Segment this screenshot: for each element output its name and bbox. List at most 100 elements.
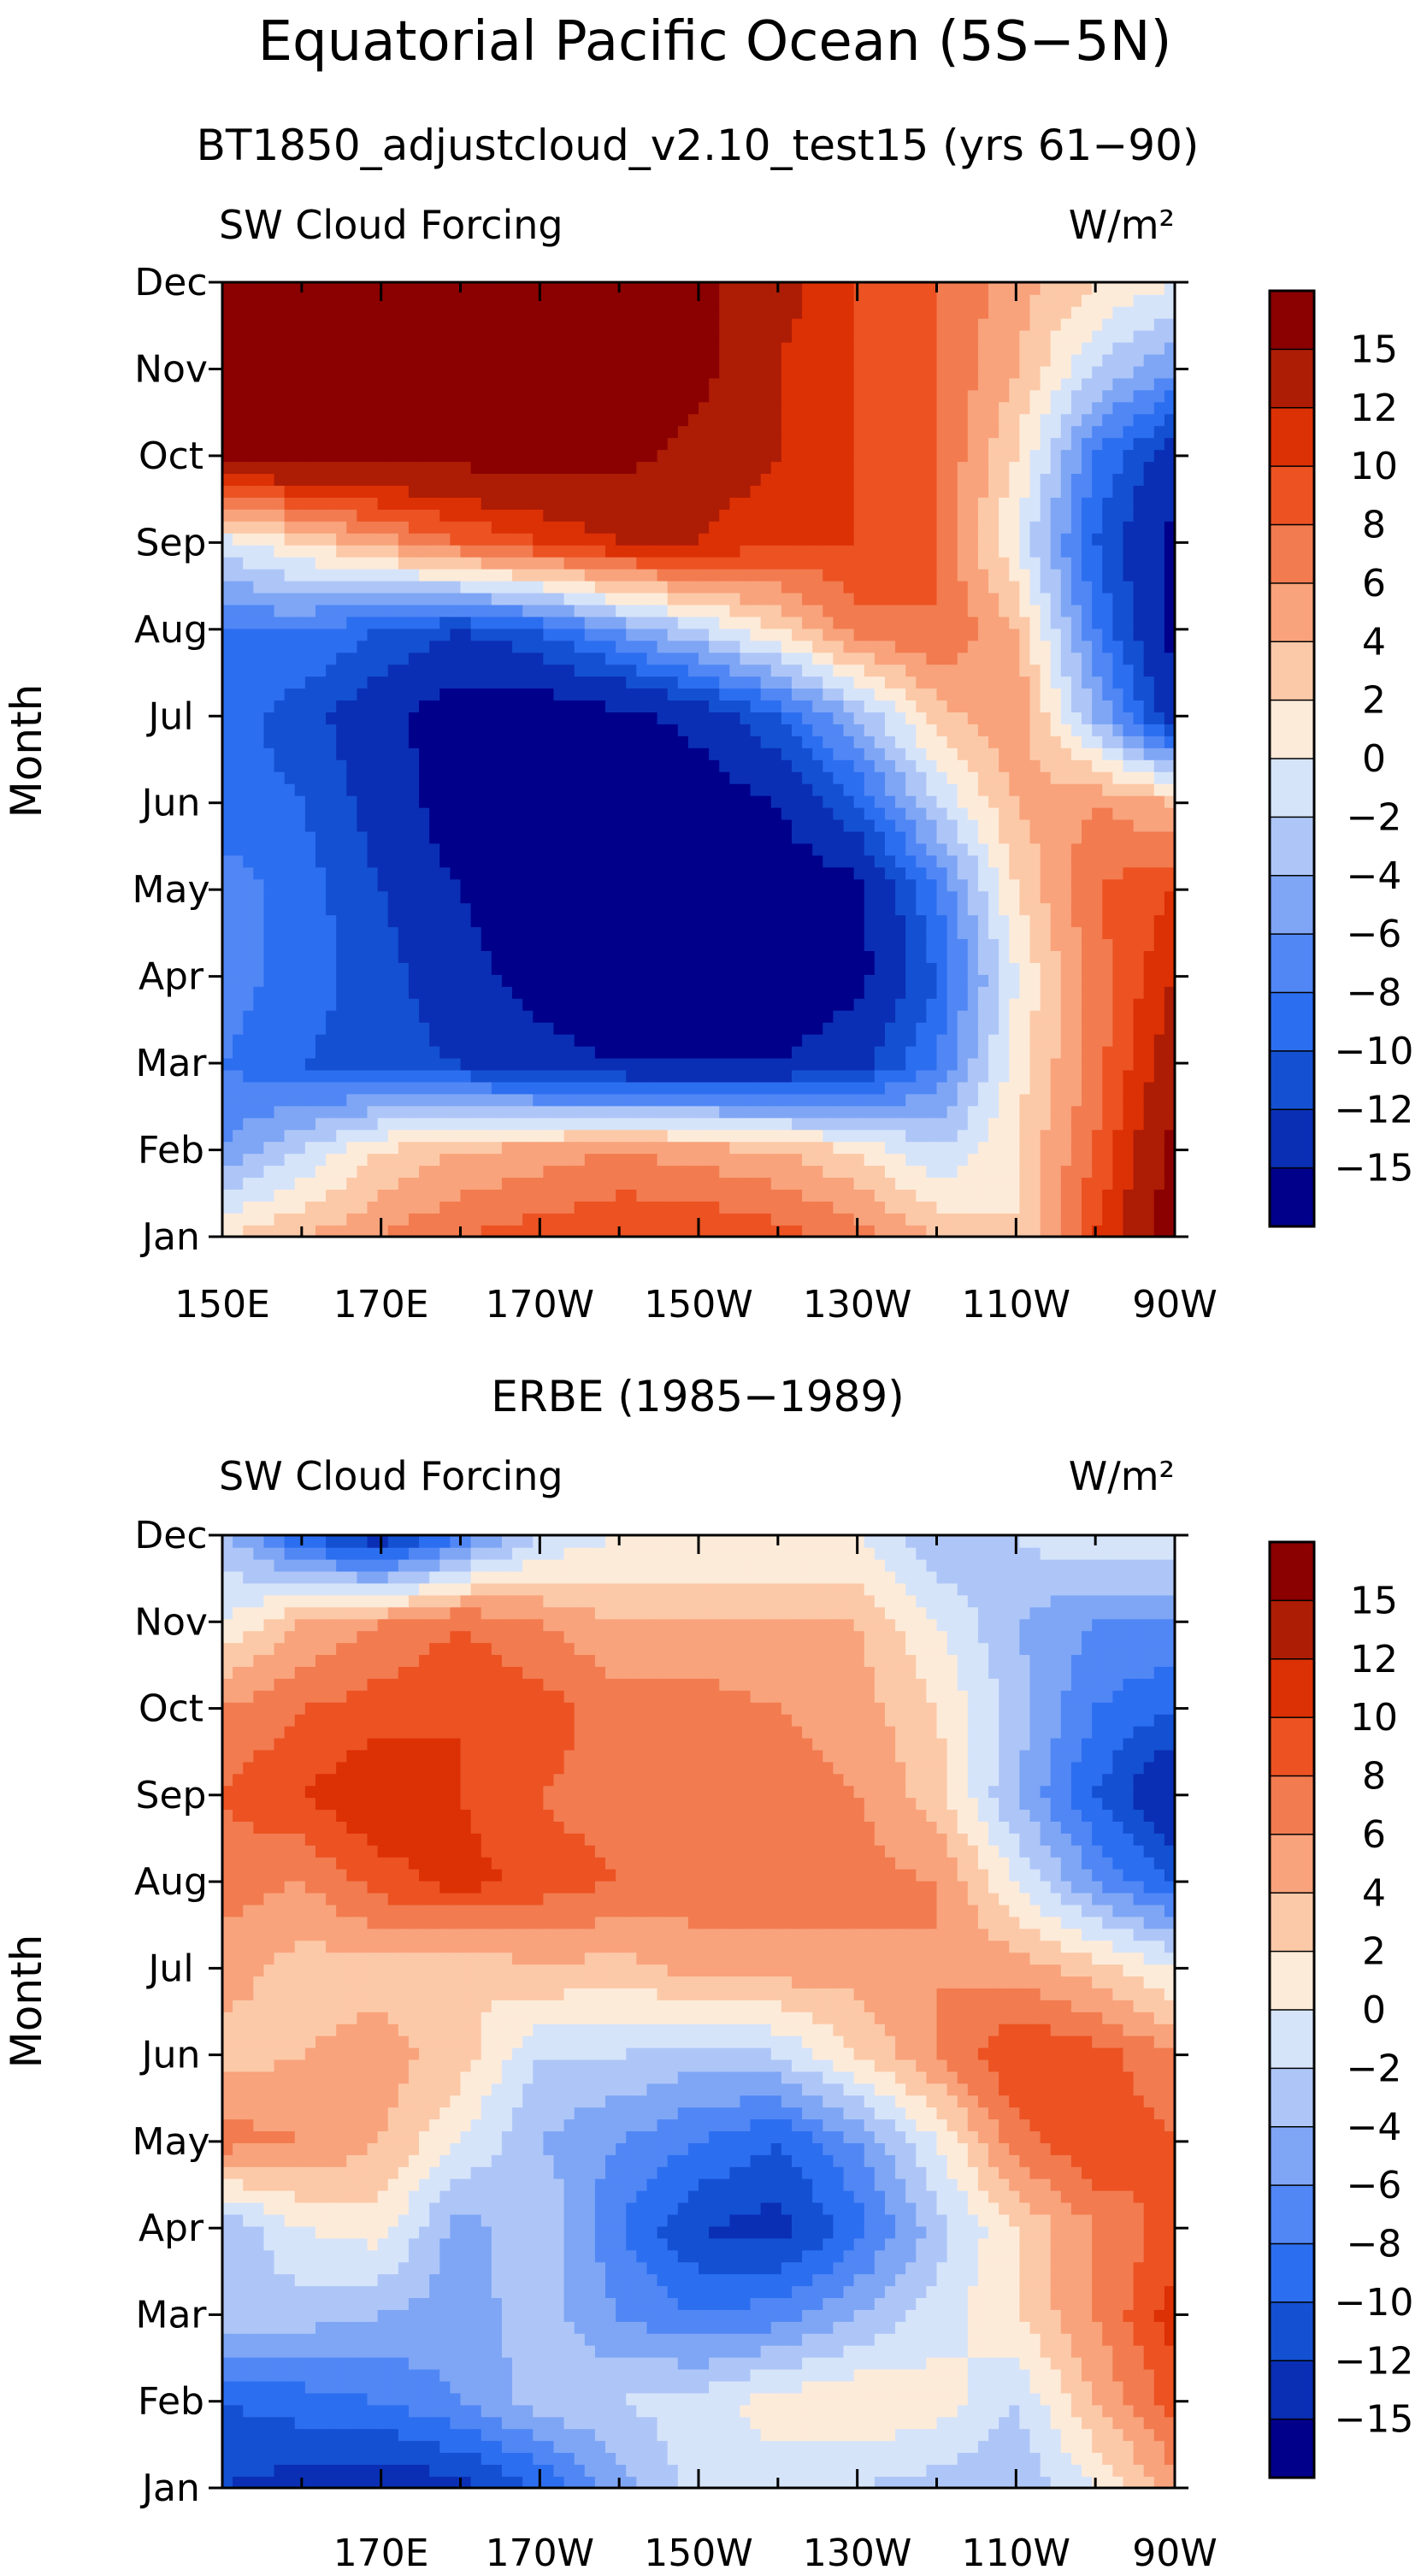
field-cell [387,604,399,617]
field-cell [1112,747,1124,760]
field-cell [843,1177,855,1190]
field-cell [253,1153,265,1167]
field-cell [667,664,679,677]
field-cell [1009,1105,1021,1119]
field-cell [719,950,731,963]
field-cell [833,736,845,748]
field-cell [450,771,462,784]
field-cell [460,1225,472,1238]
field-cell [1060,914,1072,928]
field-cell [1019,1225,1031,1238]
field-cell [533,747,545,760]
field-cell [657,1105,669,1119]
field-cell [346,1141,358,1155]
field-cell [1050,616,1062,629]
field-cell [802,938,813,951]
field-cell [563,938,575,951]
field-cell [439,806,451,820]
field-cell [419,818,430,832]
field-cell [594,830,606,844]
field-cell [699,830,710,844]
field-cell [750,688,762,701]
field-cell [274,604,286,617]
field-cell [1102,1213,1114,1226]
field-cell [967,806,979,820]
field-cell [781,1105,793,1119]
field-cell [367,1105,379,1119]
field-cell [791,771,803,784]
field-cell [636,1153,648,1167]
field-cell [926,1201,938,1214]
field-cell [1029,926,1041,940]
field-cell [936,1033,948,1047]
field-cell [616,783,628,796]
field-cell [709,1189,721,1202]
field-cell [719,759,731,772]
field-cell [263,628,275,641]
field-cell [1102,1225,1114,1238]
field-cell [315,688,327,701]
field-cell [274,950,286,963]
field-cell [812,700,824,712]
field-cell [243,759,255,772]
field-cell [584,842,596,856]
field-cell [770,926,782,940]
field-cell [387,902,399,916]
field-cell [419,1045,430,1059]
field-cell [977,890,989,904]
field-cell [1029,1177,1041,1190]
field-cell [563,1081,575,1095]
field-cell [791,1201,803,1214]
field-cell [491,854,503,868]
field-cell [294,1141,306,1155]
field-cell [367,664,379,677]
field-cell [1082,1117,1093,1131]
field-cell [408,616,420,629]
field-cell [1082,1069,1093,1083]
field-cell [884,1141,896,1155]
field-cell [304,1141,316,1155]
field-cell [823,747,834,760]
field-cell [326,712,337,724]
field-cell [1112,890,1124,904]
field-cell [533,878,545,892]
field-cell [677,866,689,880]
field-cell [574,902,586,916]
field-cell [1082,592,1093,606]
field-cell [274,938,286,951]
field-cell [946,1153,958,1167]
field-cell [864,926,876,940]
field-cell [646,688,658,701]
field-cell [770,640,782,653]
field-cell [1050,771,1062,784]
field-cell [874,950,886,963]
field-cell [677,747,689,760]
field-cell [1050,938,1062,951]
field-cell [222,1141,233,1155]
field-cell [802,724,813,736]
field-cell [812,640,824,653]
field-cell [646,1165,658,1179]
field-cell [522,783,534,796]
field-cell [1009,1069,1021,1083]
field-cell [336,664,348,677]
field-cell [470,771,482,784]
field-cell [315,676,327,689]
field-cell [729,1081,741,1095]
field-cell [460,950,472,963]
field-cell [977,914,989,928]
field-cell [377,842,389,856]
field-cell [243,1057,255,1071]
field-cell [501,890,513,904]
field-cell [916,759,928,772]
field-cell [1164,604,1176,617]
field-cell [1153,1105,1165,1119]
field-cell [439,1141,451,1155]
field-cell [522,688,534,701]
field-cell [336,1045,348,1059]
field-cell [677,830,689,844]
field-cell [719,1189,731,1202]
field-cell [1143,1081,1155,1095]
field-cell [1143,783,1155,796]
field-cell [729,1033,741,1047]
